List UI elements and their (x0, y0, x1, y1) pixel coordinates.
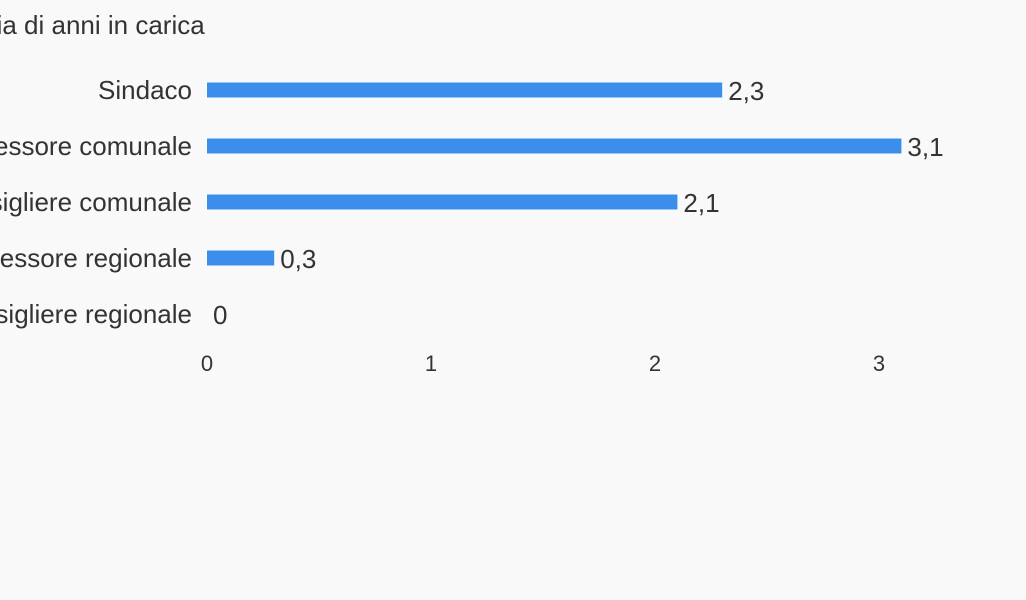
x-tick-label: 0 (201, 351, 213, 376)
category-label: Consigliere regionale (0, 299, 192, 329)
bar (207, 138, 902, 154)
category-label: Consigliere comunale (0, 187, 192, 217)
chart-title: Media di anni in carica (0, 10, 205, 40)
value-label: 2,3 (728, 76, 764, 106)
bar (207, 250, 275, 266)
x-tick-label: 1 (425, 351, 437, 376)
bar (207, 194, 678, 210)
value-label: 3,1 (907, 132, 943, 162)
x-tick-label: 3 (873, 351, 885, 376)
bar (207, 82, 723, 98)
category-label: Sindaco (98, 75, 192, 105)
x-tick-label: 2 (649, 351, 661, 376)
value-label: 0 (213, 300, 227, 330)
category-label: Assessore regionale (0, 243, 192, 273)
category-label: Assessore comunale (0, 131, 192, 161)
value-label: 0,3 (280, 244, 316, 274)
value-label: 2,1 (683, 188, 719, 218)
